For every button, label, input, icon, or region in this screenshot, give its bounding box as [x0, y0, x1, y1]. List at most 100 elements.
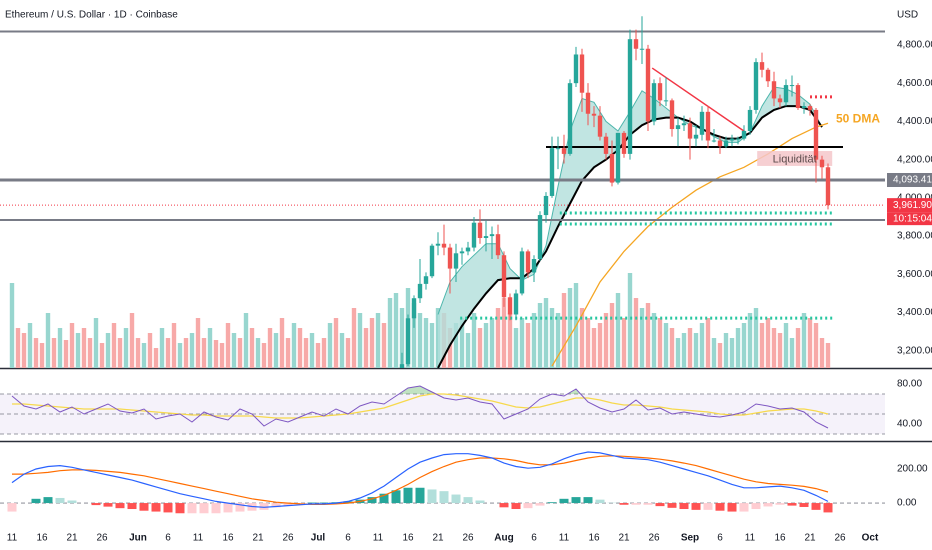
candle-body [801, 106, 807, 109]
volume-bar [333, 318, 339, 368]
volume-bar [765, 318, 771, 368]
macd-histogram-bar [583, 497, 593, 504]
volume-bar [39, 343, 45, 368]
volume-bar [63, 340, 69, 368]
candle-body [495, 234, 501, 256]
price-pane: Liquidität [0, 16, 885, 368]
x-tick-label: 21 [804, 533, 816, 544]
macd-histogram-bar [175, 503, 185, 514]
candle-body [669, 100, 675, 130]
volume-bar [285, 338, 291, 368]
volume-bar [645, 303, 651, 368]
macd-histogram-bar [463, 497, 473, 504]
volume-bar [699, 323, 705, 368]
macd-histogram-bar [643, 503, 653, 505]
volume-bar [399, 308, 405, 368]
candle-body [765, 69, 771, 82]
volume-bar [609, 303, 615, 368]
volume-bar [753, 308, 759, 368]
volume-bar [411, 303, 417, 368]
candle-body [729, 138, 735, 141]
candle-body [825, 167, 831, 206]
volume-bar [177, 343, 183, 368]
volume-bar [519, 318, 525, 368]
candle-body [507, 297, 513, 315]
volume-bar [303, 338, 309, 368]
macd-line [11, 451, 829, 508]
countdown-tag [887, 212, 932, 226]
volume-bar [321, 338, 327, 368]
macd-histogram-bar [535, 503, 545, 506]
y-tick-label: 3,600.00 [897, 269, 932, 280]
volume-bar [45, 313, 51, 368]
volume-bar [387, 298, 393, 368]
volume-bar [21, 333, 27, 368]
candle-body [603, 136, 609, 154]
candle-body [657, 83, 663, 101]
macd-histogram-bar [43, 497, 53, 504]
volume-bar [543, 298, 549, 368]
candle-body [489, 234, 495, 237]
macd-histogram-bar [499, 503, 509, 508]
volume-bar [657, 318, 663, 368]
volume-bar [471, 313, 477, 368]
volume-bar [495, 308, 501, 368]
volume-bar [501, 298, 507, 368]
macd-histogram-bar [679, 503, 689, 510]
y-tick-label: 4,600.00 [897, 78, 932, 89]
macd-histogram-bar [775, 503, 785, 505]
candle-body [639, 48, 645, 50]
volume-bar [195, 318, 201, 368]
macd-histogram-bar [139, 503, 149, 511]
candle-body [759, 62, 765, 70]
candle-body [543, 195, 549, 216]
candle-body [477, 222, 483, 239]
volume-bar [513, 328, 519, 368]
volume-bar [369, 318, 375, 368]
macd-histogram-bar [199, 503, 209, 514]
candle-body [453, 253, 459, 269]
candle-body [423, 276, 429, 284]
volume-bar [117, 338, 123, 368]
candle-body [807, 106, 813, 110]
dma50-label: 50 DMA [836, 111, 880, 125]
volume-bar [777, 333, 783, 368]
volume-bar [579, 308, 585, 368]
macd-histogram-bar [211, 503, 221, 514]
x-tick-label: 26 [834, 533, 846, 544]
volume-bar [651, 313, 657, 368]
macd-histogram-bar [439, 491, 449, 504]
volume-bar [669, 328, 675, 368]
volume-bar [675, 338, 681, 368]
volume-bar [567, 288, 573, 368]
candle-body [723, 140, 729, 147]
macd-histogram-bar [655, 503, 665, 507]
x-tick-label: 26 [648, 533, 660, 544]
volume-bar [27, 323, 33, 368]
macd-histogram-bar [811, 503, 821, 510]
volume-bar [207, 328, 213, 368]
candle-body [597, 115, 603, 137]
volume-bar [15, 328, 21, 368]
volume-bar [141, 343, 147, 368]
candle-body [627, 39, 633, 154]
candle-body [675, 125, 681, 130]
macd-histogram-bar [511, 503, 521, 510]
volume-bar [339, 333, 345, 368]
x-tick-label: 16 [402, 533, 414, 544]
volume-bar [129, 313, 135, 368]
volume-bar [789, 338, 795, 368]
x-tick-label: 16 [588, 533, 600, 544]
x-tick-label: 16 [222, 533, 234, 544]
volume-bar [249, 328, 255, 368]
candle-body [537, 215, 543, 260]
volume-bar [507, 313, 513, 368]
macd-histogram-bar [523, 503, 533, 509]
macd-histogram-bar [667, 503, 677, 508]
rsi-line [11, 385, 829, 429]
volume-bar [735, 328, 741, 368]
x-tick-label: 11 [7, 533, 18, 544]
macd-histogram-bar [307, 502, 317, 504]
macd-histogram-bar [475, 500, 485, 504]
volume-bar [87, 338, 93, 368]
